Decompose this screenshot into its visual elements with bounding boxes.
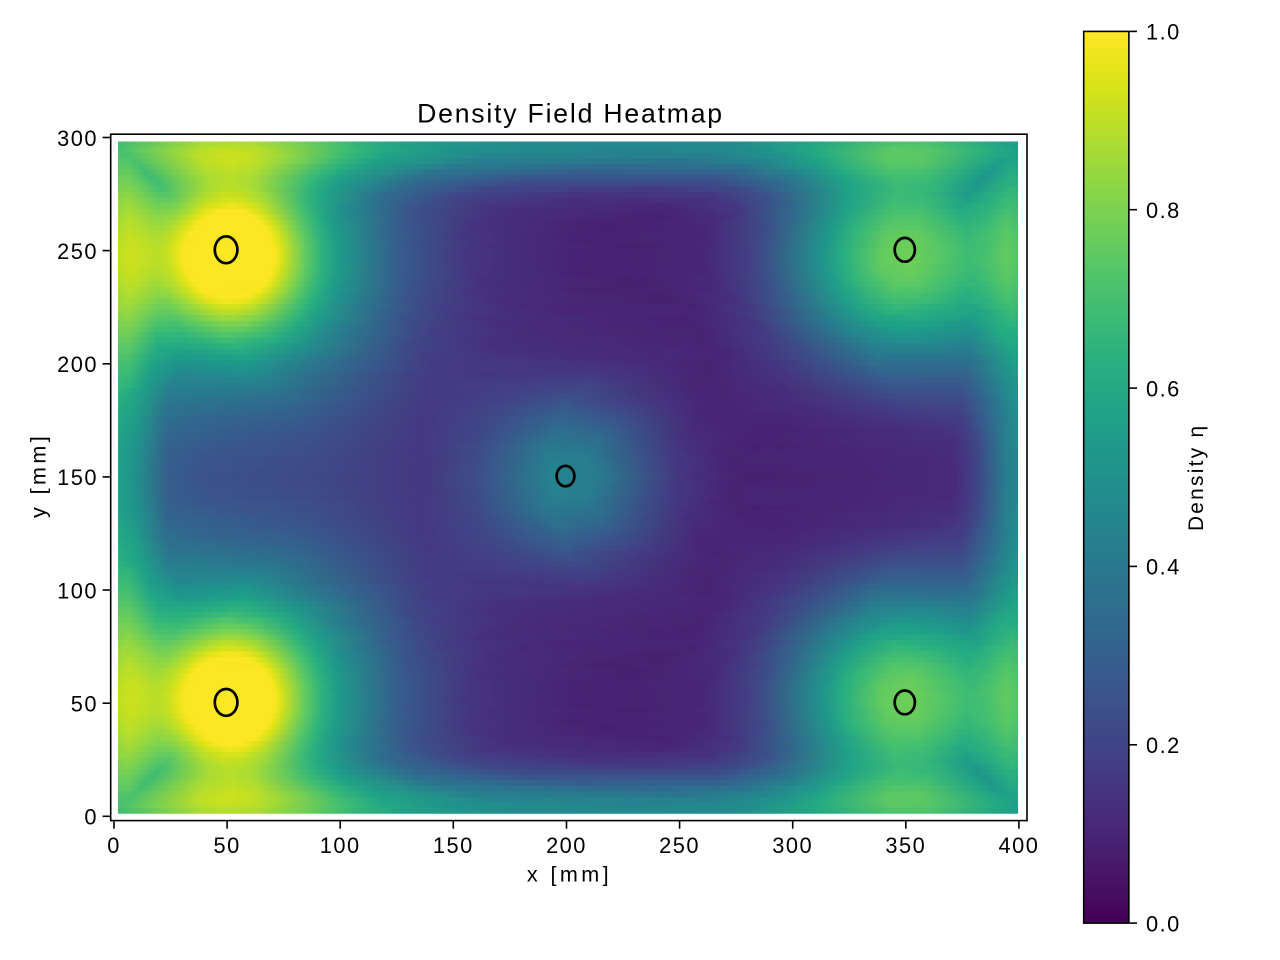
svg-text:y [mm]: y [mm] <box>25 433 50 518</box>
svg-text:100: 100 <box>57 578 98 603</box>
svg-text:400: 400 <box>998 833 1039 858</box>
svg-text:200: 200 <box>546 833 587 858</box>
svg-text:0: 0 <box>84 805 98 830</box>
svg-text:150: 150 <box>57 465 98 490</box>
svg-text:300: 300 <box>57 126 98 151</box>
svg-text:350: 350 <box>885 833 926 858</box>
svg-text:0.0: 0.0 <box>1146 911 1181 936</box>
svg-text:0: 0 <box>107 833 121 858</box>
svg-text:250: 250 <box>57 239 98 264</box>
svg-text:50: 50 <box>213 833 240 858</box>
svg-text:200: 200 <box>57 352 98 377</box>
svg-text:150: 150 <box>433 833 474 858</box>
svg-text:50: 50 <box>71 692 98 717</box>
svg-text:1.0: 1.0 <box>1146 20 1181 45</box>
svg-text:Density η: Density η <box>1185 424 1208 531</box>
svg-text:0.8: 0.8 <box>1146 198 1181 223</box>
svg-text:0.4: 0.4 <box>1146 555 1181 580</box>
svg-text:0.6: 0.6 <box>1146 376 1181 401</box>
svg-text:x [mm]: x [mm] <box>527 862 612 887</box>
svg-text:250: 250 <box>659 833 700 858</box>
svg-text:Density Field Heatmap: Density Field Heatmap <box>417 98 724 128</box>
svg-text:100: 100 <box>320 833 361 858</box>
svg-text:0.2: 0.2 <box>1146 733 1181 758</box>
svg-text:300: 300 <box>772 833 813 858</box>
